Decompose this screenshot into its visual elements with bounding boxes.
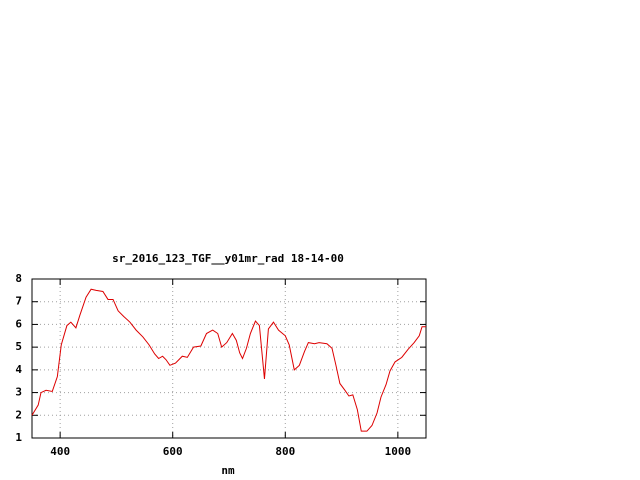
y-tick-label: 4 bbox=[15, 363, 22, 376]
y-tick-label: 5 bbox=[15, 340, 22, 353]
y-tick-label: 6 bbox=[15, 317, 22, 330]
x-tick-label: 400 bbox=[50, 445, 70, 458]
plot-frame bbox=[31, 278, 427, 439]
chart-title: sr_2016_123_TGF__y01mr_rad 18-14-00 bbox=[112, 252, 344, 265]
x-tick-label: 1000 bbox=[385, 445, 412, 458]
y-tick-label: 8 bbox=[15, 272, 22, 285]
x-tick-label: 800 bbox=[275, 445, 295, 458]
y-tick-label: 1 bbox=[15, 431, 22, 444]
x-axis-label: nm bbox=[221, 464, 235, 477]
data-line bbox=[31, 288, 426, 432]
y-tick-label: 3 bbox=[15, 386, 22, 399]
y-tick-label: 2 bbox=[15, 408, 22, 421]
y-tick-label: 7 bbox=[15, 295, 22, 308]
x-tick-label: 600 bbox=[163, 445, 183, 458]
